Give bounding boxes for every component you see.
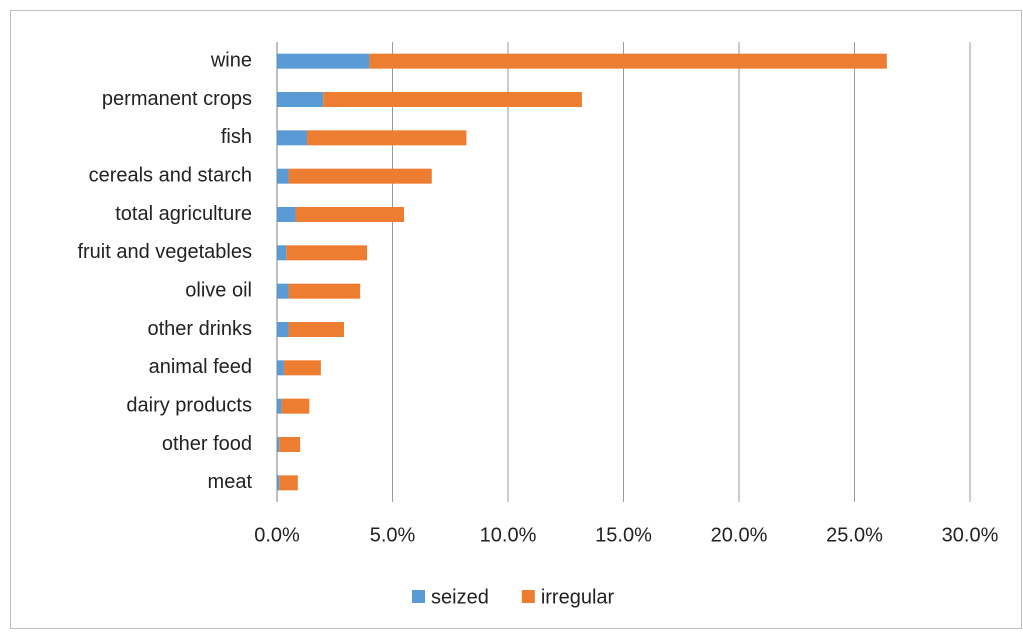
bar-segment bbox=[277, 398, 282, 414]
y-tick-label: dairy products bbox=[126, 394, 252, 416]
legend-swatch bbox=[521, 590, 535, 603]
y-tick-label: meat bbox=[208, 471, 253, 493]
bar-segment bbox=[288, 283, 361, 299]
y-tick-label: other food bbox=[162, 433, 252, 455]
bar-segment bbox=[283, 360, 321, 376]
bar-segment bbox=[277, 437, 280, 452]
bar-segment bbox=[288, 322, 344, 337]
legend-label: irregular bbox=[541, 586, 615, 608]
legend-label: seized bbox=[431, 586, 489, 608]
y-tick-label: other drinks bbox=[148, 318, 253, 340]
bar-segment bbox=[295, 207, 405, 222]
x-tick-label: 10.0% bbox=[480, 524, 537, 546]
y-tick-label: fish bbox=[221, 126, 252, 148]
bar-segment bbox=[281, 398, 310, 414]
legend-swatch bbox=[412, 590, 425, 603]
bar-segment bbox=[277, 245, 287, 261]
bar-segment bbox=[279, 475, 298, 491]
bar-segment bbox=[277, 130, 308, 146]
bar-segment bbox=[323, 92, 582, 107]
bar-segment bbox=[279, 437, 301, 452]
bar-segment bbox=[277, 283, 289, 299]
bar-segment bbox=[277, 322, 289, 337]
x-tick-label: 30.0% bbox=[942, 524, 999, 546]
y-tick-label: cereals and starch bbox=[89, 164, 252, 186]
bar-segment bbox=[286, 245, 368, 261]
x-tick-label: 15.0% bbox=[595, 524, 652, 546]
y-tick-label: olive oil bbox=[185, 279, 252, 301]
y-tick-label: wine bbox=[210, 49, 252, 71]
y-tick-label: animal feed bbox=[149, 356, 252, 378]
bar-segment bbox=[277, 207, 296, 222]
bar-segment bbox=[277, 360, 284, 376]
y-tick-label: permanent crops bbox=[102, 88, 252, 110]
bar-segment bbox=[288, 168, 432, 184]
bar-segment bbox=[307, 130, 467, 146]
x-tick-label: 0.0% bbox=[254, 524, 300, 546]
chart-border bbox=[10, 10, 1022, 629]
y-tick-label: fruit and vegetables bbox=[77, 241, 252, 263]
x-tick-label: 20.0% bbox=[711, 524, 768, 546]
bar-segment bbox=[277, 92, 324, 107]
x-tick-label: 5.0% bbox=[370, 524, 416, 546]
x-tick-label: 25.0% bbox=[826, 524, 883, 546]
bar-segment bbox=[277, 475, 280, 491]
bar-segment bbox=[277, 53, 370, 69]
y-tick-label: total agriculture bbox=[115, 203, 252, 225]
bar-segment bbox=[277, 168, 289, 184]
bar-segment bbox=[369, 53, 887, 69]
